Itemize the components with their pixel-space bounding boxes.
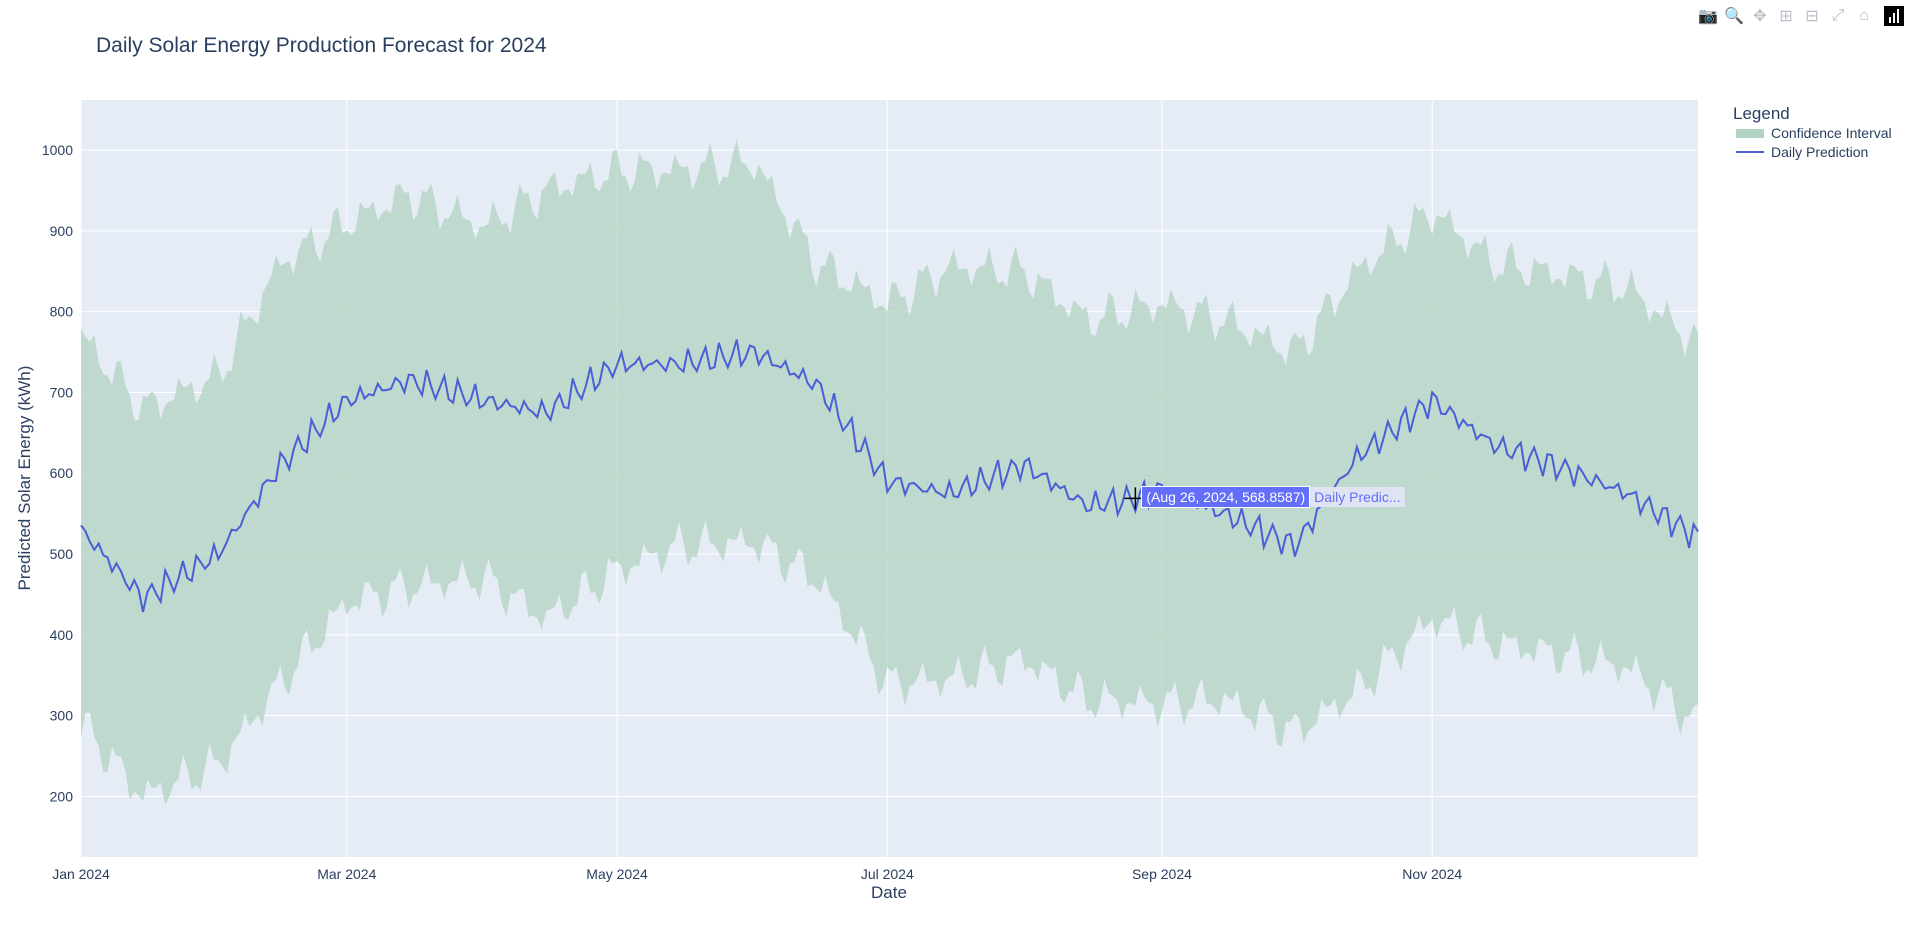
x-tick-label: Sep 2024 <box>1132 866 1192 882</box>
legend-item-daily-prediction[interactable]: Daily Prediction <box>1736 144 1868 160</box>
y-tick-label: 1000 <box>42 142 73 158</box>
zoom-out-icon[interactable]: ⊟ <box>1805 8 1819 25</box>
legend-title: Legend <box>1733 104 1790 123</box>
hover-value: (Aug 26, 2024, 568.8587) <box>1141 486 1311 509</box>
reset-axes-icon[interactable]: ⌂ <box>1859 7 1869 24</box>
x-tick-label: Mar 2024 <box>317 866 376 882</box>
y-tick-label: 900 <box>50 223 74 239</box>
y-tick-label: 300 <box>50 708 74 724</box>
prediction-line-layer <box>80 339 1699 613</box>
x-tick-label: May 2024 <box>586 866 648 882</box>
chart-title: Daily Solar Energy Production Forecast f… <box>96 34 547 57</box>
y-tick-label: 500 <box>50 546 74 562</box>
camera-icon[interactable]: 📷 <box>1698 8 1718 25</box>
prediction-line[interactable] <box>80 339 1699 613</box>
legend-label-prediction: Daily Prediction <box>1771 144 1868 160</box>
hover-tooltip: (Aug 26, 2024, 568.8587) Daily Predic... <box>1141 486 1405 509</box>
x-axis-title: Date <box>871 883 907 902</box>
y-tick-label: 600 <box>50 465 74 481</box>
x-tick-label: Nov 2024 <box>1402 866 1462 882</box>
autoscale-icon[interactable]: ⤢ <box>1831 7 1845 24</box>
legend-item-confidence-interval[interactable]: Confidence Interval <box>1736 125 1892 141</box>
y-tick-label: 200 <box>50 788 74 804</box>
legend-label-confidence: Confidence Interval <box>1771 125 1892 141</box>
tick-labels: 200 300 400 500 600 700 800 900 1000 Jan 2024 Mar … <box>42 142 1463 882</box>
modebar: 📷 🔍 ✥ ⊞ ⊟ ⤢ ⌂ <box>1696 4 1904 28</box>
x-tick-label: Jul 2024 <box>861 866 914 882</box>
y-tick-label: 700 <box>50 384 74 400</box>
pan-icon[interactable]: ✥ <box>1753 8 1767 25</box>
y-tick-label: 800 <box>50 304 74 320</box>
confidence-band <box>81 139 1698 806</box>
legend-swatch-band <box>1736 129 1764 138</box>
confidence-band-layer <box>81 139 1698 806</box>
hover-series-name: Daily Predic... <box>1310 487 1405 508</box>
x-tick-label: Jan 2024 <box>52 866 110 882</box>
y-tick-label: 400 <box>50 627 74 643</box>
zoom-icon[interactable]: 🔍 <box>1724 8 1744 25</box>
plotly-logo-icon[interactable] <box>1884 6 1904 26</box>
y-axis-title: Predicted Solar Energy (kWh) <box>15 366 34 591</box>
zoom-in-icon[interactable]: ⊞ <box>1779 8 1793 25</box>
legend: Legend Confidence Interval Daily Predict… <box>1733 104 1892 160</box>
